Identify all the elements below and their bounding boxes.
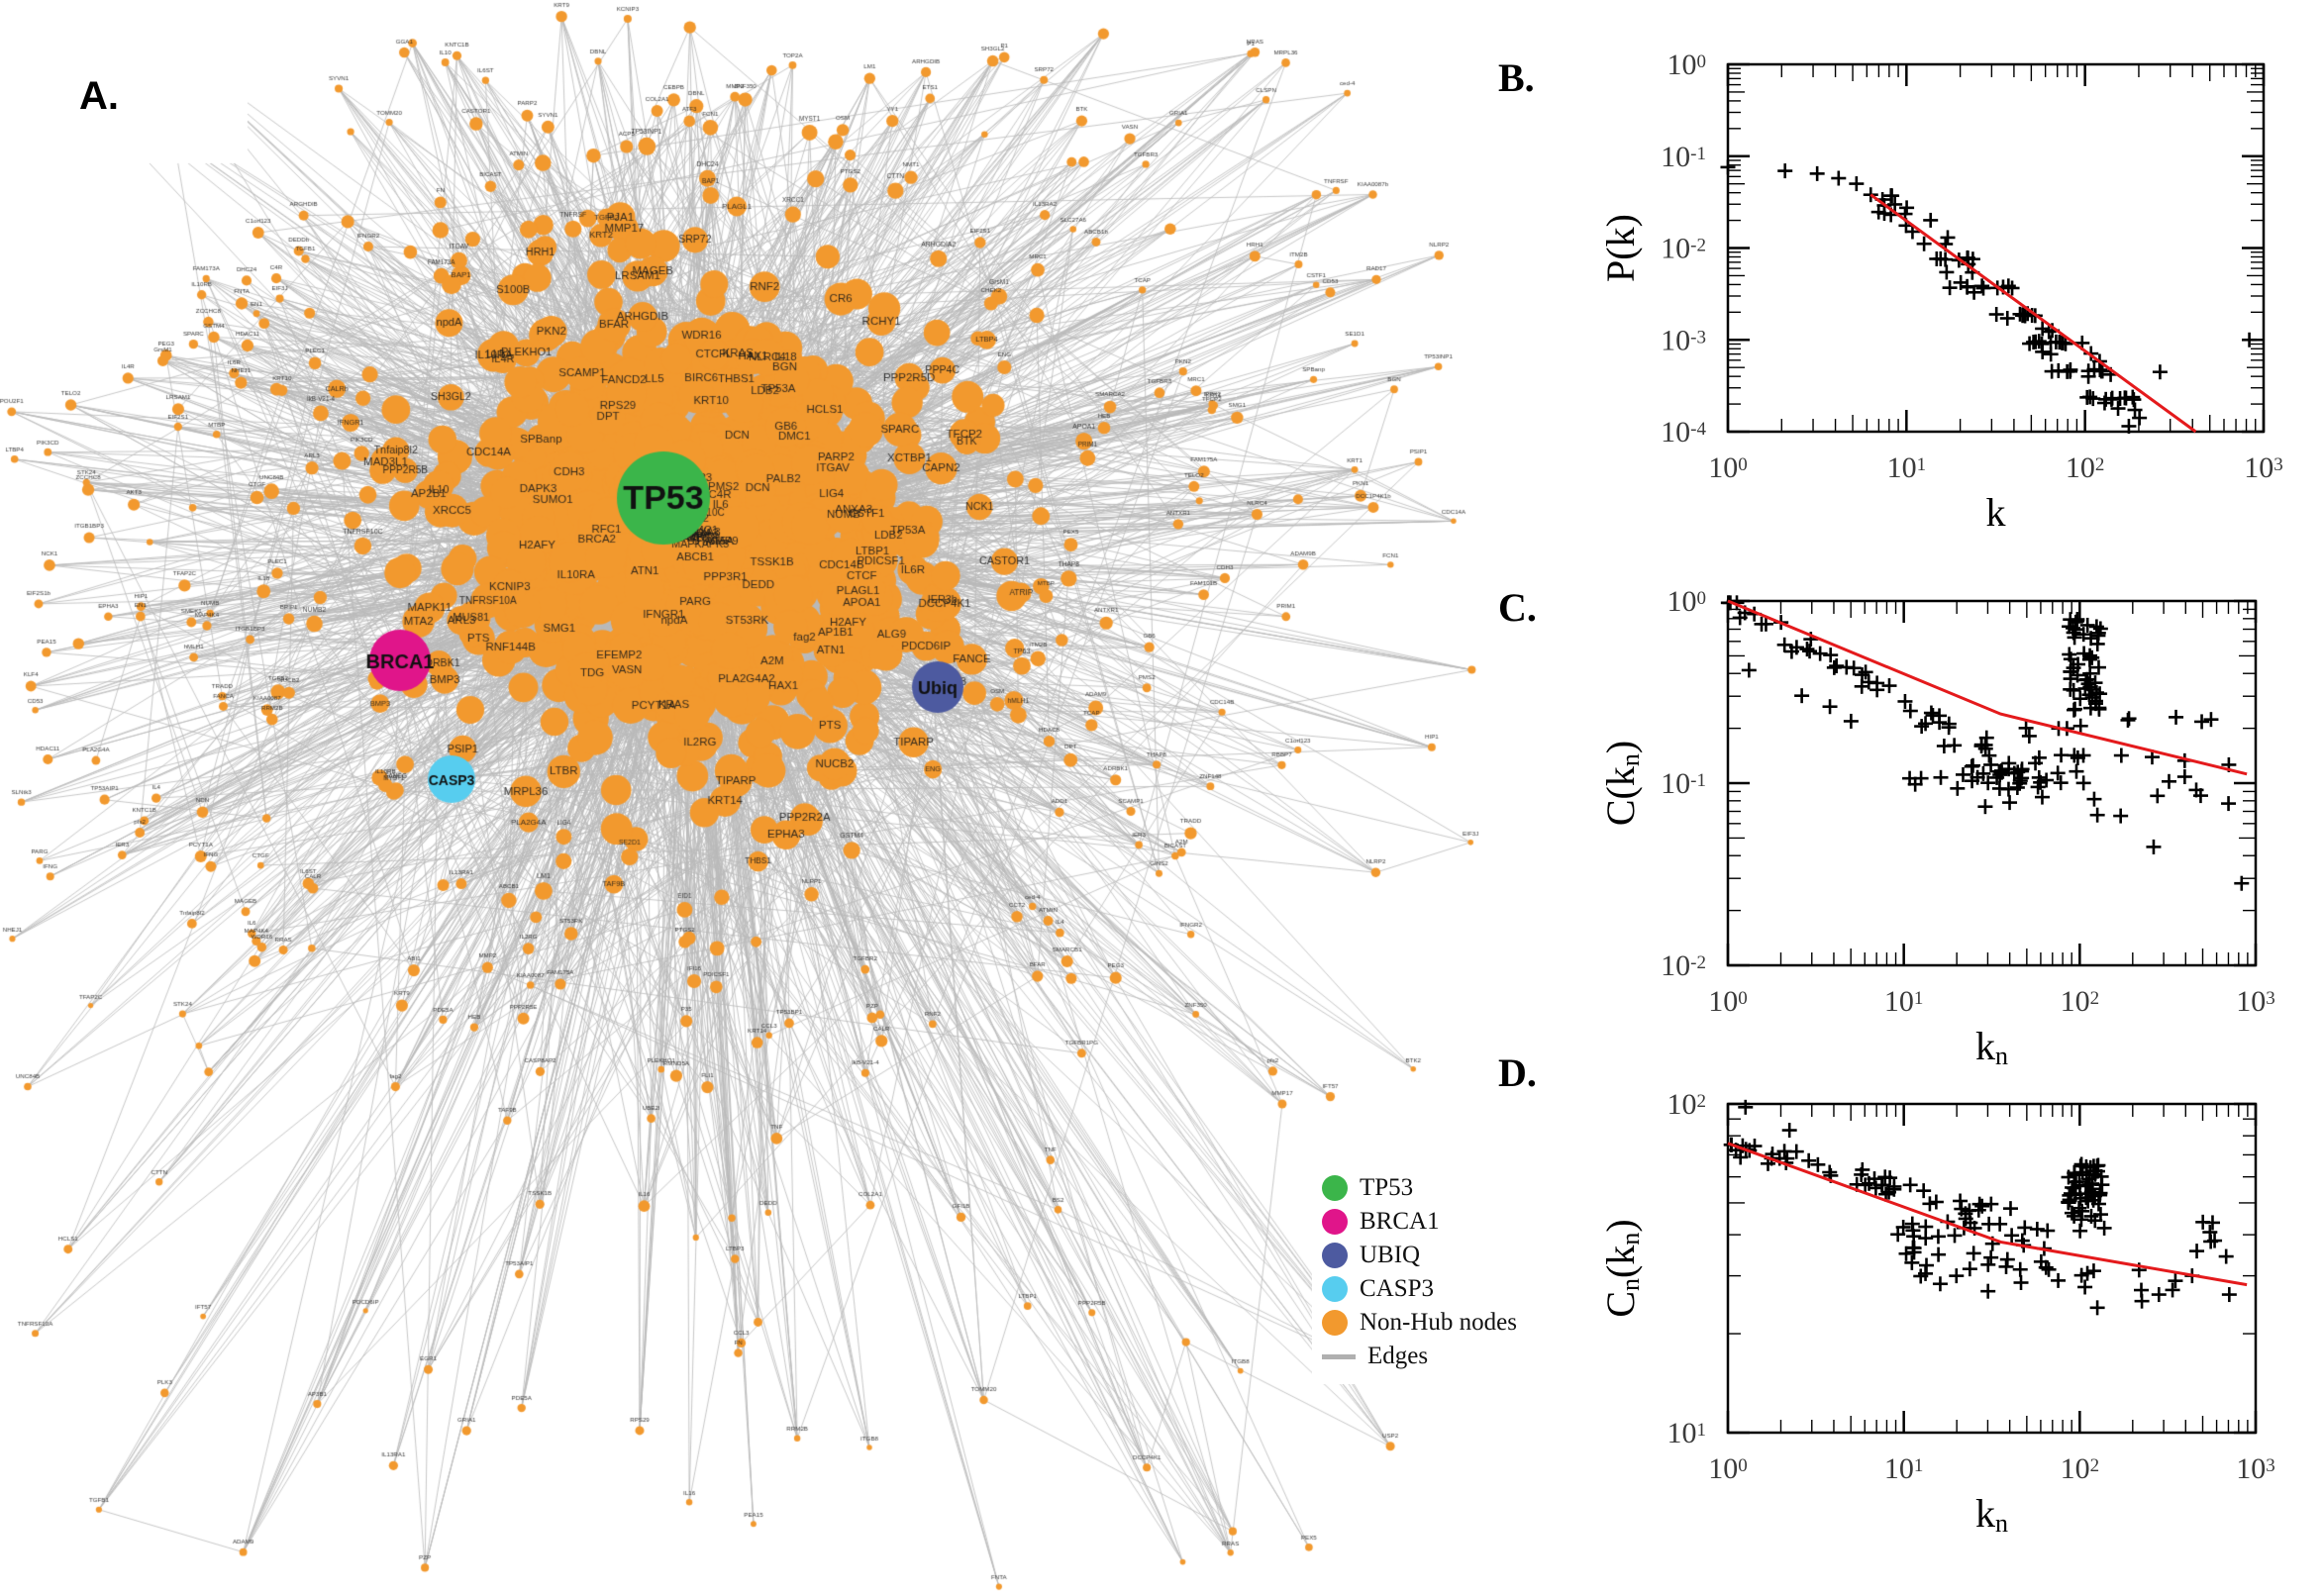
svg-text:102: 102: [2061, 985, 2100, 1018]
svg-text:P(k): P(k): [1598, 214, 1643, 282]
svg-text:103: 103: [2236, 1452, 2275, 1485]
svg-text:102: 102: [1667, 1088, 1707, 1121]
svg-text:C(kn): C(kn): [1598, 741, 1645, 826]
svg-text:Cn(kn): Cn(kn): [1598, 1219, 1645, 1317]
svg-text:101: 101: [1884, 985, 1924, 1018]
svg-text:100: 100: [1667, 49, 1707, 81]
svg-text:100: 100: [1708, 451, 1748, 484]
svg-text:10-2: 10-2: [1661, 233, 1706, 265]
svg-text:kn: kn: [1975, 1024, 2008, 1070]
svg-text:101: 101: [1667, 1417, 1707, 1449]
svg-text:k: k: [1986, 490, 2006, 535]
svg-text:10-2: 10-2: [1661, 949, 1706, 982]
svg-text:101: 101: [1884, 1452, 1924, 1485]
svg-text:102: 102: [2066, 451, 2105, 484]
svg-text:100: 100: [1708, 1452, 1748, 1485]
svg-text:10-1: 10-1: [1661, 141, 1706, 173]
svg-text:102: 102: [2061, 1452, 2100, 1485]
svg-text:100: 100: [1667, 585, 1707, 618]
svg-text:103: 103: [2244, 451, 2283, 484]
svg-text:10-3: 10-3: [1661, 324, 1706, 356]
svg-text:103: 103: [2236, 985, 2275, 1018]
svg-text:101: 101: [1887, 451, 1927, 484]
svg-text:10-4: 10-4: [1661, 416, 1706, 449]
svg-text:kn: kn: [1975, 1491, 2008, 1538]
svg-text:10-1: 10-1: [1661, 767, 1706, 800]
svg-text:100: 100: [1708, 985, 1748, 1018]
